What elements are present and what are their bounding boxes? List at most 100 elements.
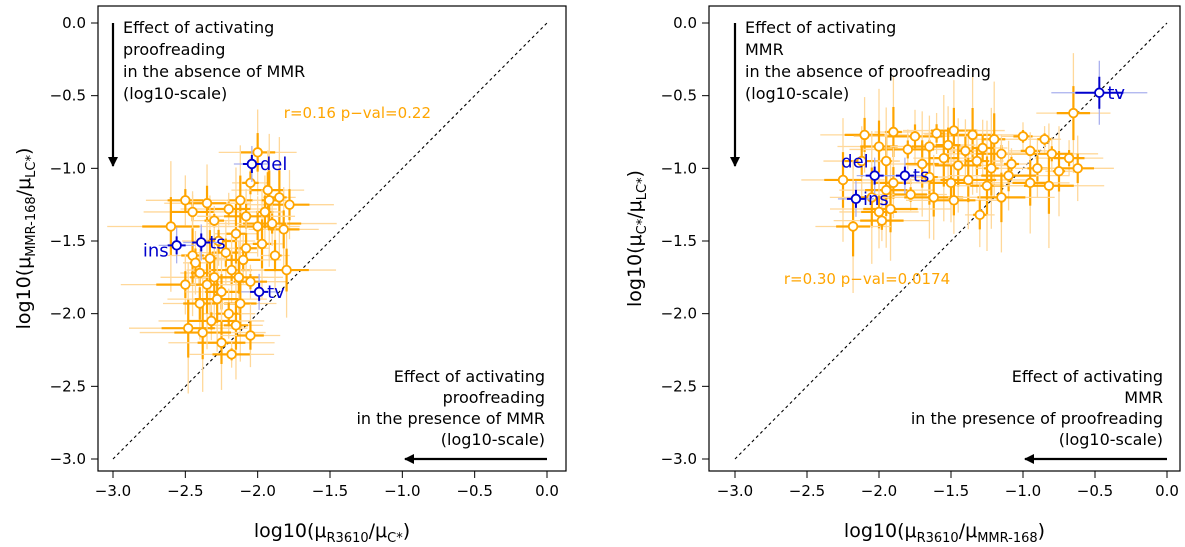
- correlation-label: r=0.16 p−val=0.22: [284, 104, 431, 122]
- annotation-bottom-line: (log10-scale): [1059, 430, 1163, 449]
- highlighted-points: tv del ts ins: [837, 60, 1148, 217]
- data-point: [180, 195, 191, 206]
- y-tick-label: −1.5: [661, 232, 697, 250]
- annotation-top-line: in the absence of MMR: [123, 62, 305, 81]
- x-tick-label: 0.0: [1155, 482, 1179, 500]
- correlation-label: r=0.30 p−val=0.0174: [784, 270, 950, 288]
- data-point: [194, 267, 206, 279]
- data-point: [226, 349, 237, 360]
- axis-label-sub2: C*: [387, 531, 403, 546]
- data-point: [1053, 166, 1065, 177]
- diagonal-reference-line: [734, 22, 1168, 460]
- x-tick-label: −2.5: [167, 482, 203, 500]
- data-point: [924, 141, 935, 152]
- data-point: [211, 293, 223, 305]
- data-point: [256, 238, 268, 250]
- data-point: [206, 315, 217, 327]
- y-tick-label: −2.0: [50, 305, 86, 323]
- annotation-bottom-line: (log10-scale): [441, 430, 545, 449]
- highlight-label: ts: [913, 166, 929, 187]
- annotation-bottom-line: Effect of activating: [394, 367, 545, 386]
- highlight-label: ins: [863, 189, 889, 210]
- data-point: [252, 147, 263, 158]
- data-point: [977, 142, 988, 154]
- x-tick-label: −0.5: [1077, 482, 1113, 500]
- data-point: [1032, 163, 1043, 174]
- chart-panel-left: −3.0 −2.5 −2.0 −1.5 −1.0 −0.5 0.0 0.0 −0.5 −1.0 −1…: [13, 5, 567, 546]
- data-point: [971, 155, 983, 167]
- data-point: [278, 224, 289, 235]
- data-point: [989, 134, 1000, 145]
- highlight-point: [246, 158, 258, 170]
- data-point: [226, 264, 237, 276]
- data-point: [252, 221, 263, 232]
- axis-label-pre: log10(μ: [13, 257, 35, 330]
- data-point: [1068, 107, 1079, 119]
- axis-label-sub1: C*: [635, 218, 650, 234]
- annotation-top-line: (log10-scale): [745, 84, 849, 103]
- highlight-point: [850, 193, 862, 205]
- data-point: [235, 298, 246, 309]
- data-point: [209, 272, 220, 283]
- data-point: [996, 192, 1007, 203]
- data-point: [1003, 170, 1014, 181]
- data-point: [245, 276, 256, 287]
- highlight-point: [253, 286, 265, 298]
- axis-label-sub2: MMR-168: [977, 531, 1037, 546]
- data-point: [213, 235, 224, 247]
- x-tick-label: −1.0: [1005, 482, 1041, 500]
- axis-label-mid: /μ: [13, 178, 35, 197]
- data-point: [948, 125, 960, 136]
- data-point: [180, 279, 191, 290]
- annotation-bottom-line: in the presence of MMR: [356, 409, 545, 428]
- highlight-label: tv: [267, 282, 285, 303]
- data-point: [974, 209, 986, 221]
- data-point: [201, 198, 213, 209]
- data-point: [1024, 145, 1036, 157]
- axis-label-mid: /μ: [369, 520, 388, 542]
- y-tick-label: −2.5: [50, 377, 86, 395]
- data-point: [866, 192, 878, 203]
- data-point: [201, 279, 213, 290]
- x-tick-label: −1.5: [933, 482, 969, 500]
- x-tick-label: −3.0: [95, 482, 131, 500]
- annotation-bottom-line: MMR: [1124, 388, 1163, 407]
- axis-label-post: ): [624, 170, 646, 177]
- axis-label-sub1: R3610: [327, 531, 369, 546]
- axis-label-sub1: R3610: [917, 531, 959, 546]
- y-tick-label: 0.0: [62, 14, 86, 32]
- data-point: [183, 323, 194, 334]
- annotation-bottom-line: in the presence of proofreading: [911, 409, 1163, 428]
- axis-label-pre: log10(μ: [844, 520, 917, 542]
- data-point: [981, 180, 993, 191]
- annotation-bottom-line: Effect of activating: [1012, 367, 1163, 386]
- y-axis-label: log10(μC*/μLC*): [624, 170, 650, 307]
- y-tick-label: −0.5: [661, 87, 697, 105]
- data-point: [223, 308, 234, 319]
- highlight-point: [899, 170, 911, 181]
- data-point: [240, 211, 252, 222]
- data-point: [237, 254, 249, 266]
- data-point: [931, 128, 942, 139]
- data-point: [274, 192, 285, 203]
- axis-label-sub2: LC*: [635, 177, 650, 200]
- data-point: [1063, 152, 1075, 164]
- data-point: [1043, 180, 1055, 191]
- axis-label-mid: /μ: [959, 520, 978, 542]
- x-tick-label: 0.0: [535, 482, 559, 500]
- data-point: [230, 320, 242, 331]
- data-point: [220, 247, 232, 258]
- data-point: [873, 206, 885, 218]
- data-point: [281, 264, 292, 276]
- data-point: [1017, 131, 1029, 142]
- axis-label-post: ): [403, 520, 410, 542]
- data-point: [945, 177, 957, 189]
- data-point: [996, 148, 1007, 160]
- data-point: [240, 243, 252, 254]
- data-point: [1006, 158, 1017, 170]
- data-point: [885, 203, 896, 215]
- y-axis-label: log10(μMMR-168/μLC*): [13, 148, 39, 330]
- data-point: [837, 174, 849, 186]
- y-tick-label: −1.0: [50, 159, 86, 177]
